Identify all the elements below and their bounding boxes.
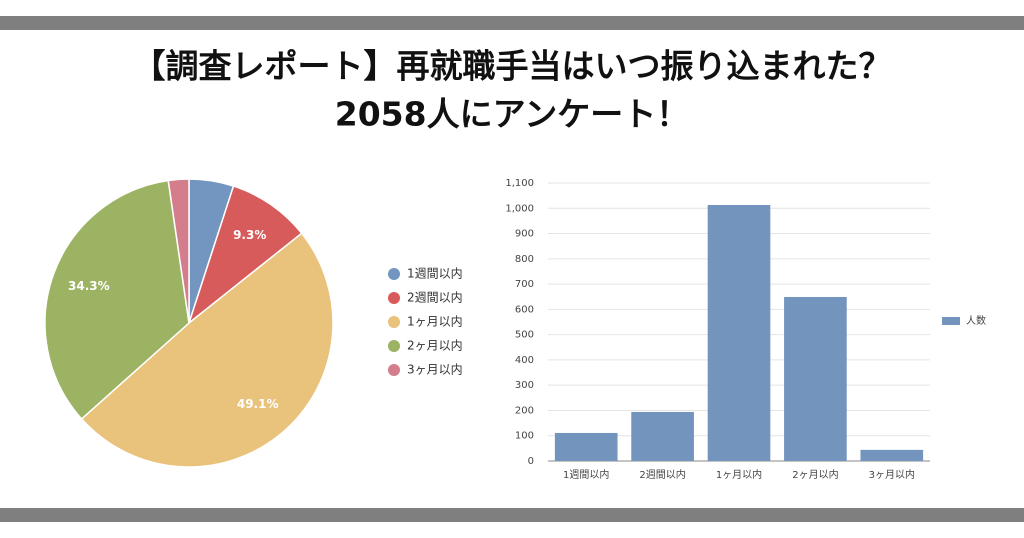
- legend-swatch: [388, 340, 400, 352]
- y-tick-label: 900: [515, 229, 534, 240]
- legend-label: 1週間以内: [407, 267, 463, 281]
- legend-swatch: [388, 292, 400, 304]
- y-tick-label: 100: [515, 431, 534, 442]
- legend-swatch: [942, 317, 960, 325]
- x-tick-label: 3ヶ月以内: [869, 468, 915, 481]
- slice-label: 49.1%: [237, 397, 279, 411]
- y-tick-label: 300: [515, 380, 534, 391]
- x-tick-label: 1週間以内: [563, 468, 609, 481]
- pie-slice: [187, 185, 303, 326]
- y-tick-label: 600: [515, 304, 534, 315]
- bar: [631, 411, 694, 461]
- x-tick-label: 1ヶ月以内: [716, 468, 762, 481]
- legend-label: 2週間以内: [407, 291, 463, 305]
- pie-slice: [167, 178, 190, 324]
- legend-swatch: [388, 316, 400, 328]
- pie-slice: [80, 232, 334, 468]
- title-line: 【調査レポート】再就職手当はいつ振り込まれた？: [133, 47, 892, 86]
- bar: [784, 296, 847, 461]
- y-tick-label: 400: [515, 355, 534, 366]
- slice-label: 9.3%: [233, 228, 266, 242]
- bar: [707, 204, 771, 461]
- y-tick-label: 0: [528, 456, 534, 467]
- legend-label: 人数: [966, 314, 986, 327]
- y-tick-label: 800: [515, 254, 534, 265]
- legend-swatch: [388, 268, 400, 280]
- bar: [554, 432, 618, 461]
- y-tick-label: 200: [515, 405, 534, 416]
- legend-swatch: [388, 364, 400, 376]
- y-tick-label: 1,100: [505, 178, 534, 189]
- y-tick-label: 1,000: [505, 203, 534, 214]
- x-tick-label: 2週間以内: [639, 468, 685, 481]
- title-line: 2058人にアンケート！: [335, 95, 690, 134]
- x-tick-label: 2ヶ月以内: [792, 468, 838, 481]
- bar: [860, 449, 924, 461]
- bottom-band: [0, 508, 1024, 522]
- pie-slice: [44, 179, 190, 420]
- y-tick-label: 500: [515, 330, 534, 341]
- slice-label: 34.3%: [68, 279, 110, 293]
- legend-label: 3ヶ月以内: [407, 363, 463, 377]
- y-tick-label: 700: [515, 279, 534, 290]
- top-band: [0, 16, 1024, 30]
- legend-label: 2ヶ月以内: [407, 339, 463, 353]
- legend-label: 1ヶ月以内: [407, 315, 463, 329]
